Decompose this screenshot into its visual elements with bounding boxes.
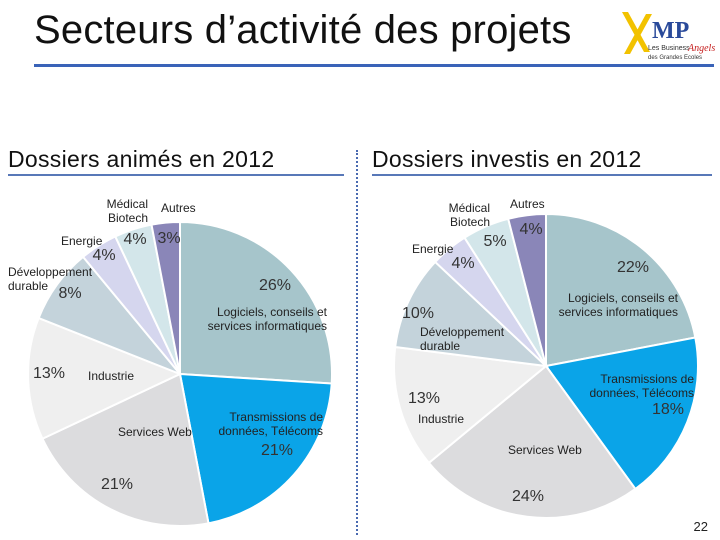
pie-chart-investis: 22% Logiciels, conseils et services inform… [393,197,699,519]
page-number: 22 [693,519,708,534]
chart-title-investis: Dossiers investis en 2012 [372,146,642,172]
pie-pct-investis-6: 5% [483,233,506,250]
pie-label-animes-6: Médical Biotech [107,197,148,225]
chart-title-animes-underline [8,174,344,176]
pie-pct-animes-4: 8% [58,285,81,302]
pie-slice-investis-2 [427,364,637,519]
pie-label-animes-4: Développement durable [8,265,93,293]
pie-pct-animes-3: 13% [33,365,65,382]
pie-pct-investis-1: 18% [652,401,684,418]
pie-label-animes-2: Services Web [118,425,192,439]
pie-label-animes-3: Industrie [88,369,134,383]
pie-pct-investis-4: 10% [402,305,434,322]
pie-pct-investis-7: 4% [519,221,542,238]
pie-label-investis-2: Services Web [508,443,582,457]
pie-pct-animes-5: 4% [92,247,115,264]
pie-slice-investis-0 [545,212,697,368]
logo-line2: des Grandes Ecoles [648,55,702,61]
pie-pct-animes-1: 21% [261,442,293,459]
logo-mark: MP [652,18,689,44]
pie-slice-investis-4 [394,260,549,368]
pie-label-investis-0: Logiciels, conseils et services informati… [559,291,679,319]
logo-x-icon [622,12,652,54]
pie-slice-investis-7 [506,212,547,367]
pie-pct-animes-7: 3% [157,230,180,247]
pie-pct-investis-2: 24% [512,488,544,505]
pie-pct-animes-0: 26% [259,277,291,294]
pie-slice-animes-1 [178,372,333,525]
pie-label-investis-5: Energie [412,242,454,256]
pie-pct-investis-3: 13% [408,390,440,407]
pie-label-investis-1: Transmissions de données, Télécoms [589,372,694,400]
logo-line1: Les Business [648,45,690,52]
chart-title-investis-underline [372,174,712,176]
pie-chart-animes: 26% Logiciels, conseils et services inform… [8,197,333,527]
pie-label-animes-0: Logiciels, conseils et services informati… [208,305,328,333]
pie-slice-investis-3 [393,345,549,465]
pie-label-investis-7: Autres [510,197,545,211]
pie-label-animes-7: Autres [161,201,196,215]
pie-pct-investis-0: 22% [617,259,649,276]
title-underline [34,64,714,67]
pie-label-investis-3: Industrie [418,412,464,426]
pie-label-investis-4: Développement durable [420,325,505,353]
pie-slice-investis-1 [544,336,699,491]
pie-pct-animes-2: 21% [101,476,133,493]
logo-script: Angels [687,43,715,54]
chart-title-animes: Dossiers animés en 2012 [8,146,275,172]
pie-pct-animes-6: 4% [123,231,146,248]
pie-label-investis-6: Médical Biotech [449,201,490,229]
page-title: Secteurs d’activité des projets [34,8,572,52]
pie-label-animes-5: Energie [61,234,103,248]
pie-slice-animes-3 [27,316,183,441]
pie-pct-investis-5: 4% [451,255,474,272]
pie-slice-animes-2 [41,372,210,527]
vertical-divider [356,150,358,535]
pie-slice-animes-0 [179,220,333,385]
bag-logo: MP Les Business Angels des Grandes Ecole… [622,12,715,61]
pie-label-animes-1: Transmissions de données, Télécoms [218,410,323,438]
pie-slice-animes-7 [150,220,181,375]
